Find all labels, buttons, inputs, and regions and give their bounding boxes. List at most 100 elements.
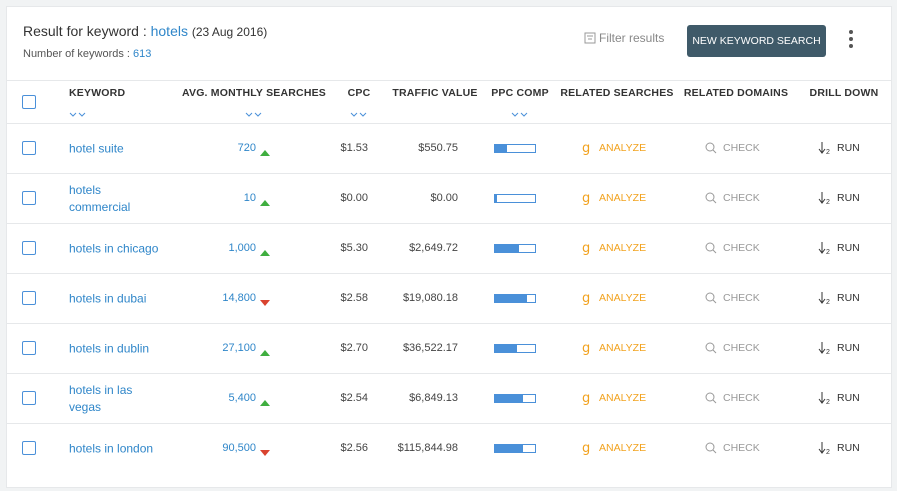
trend-icon-shape: [260, 250, 270, 256]
svg-text:2: 2: [826, 149, 830, 155]
analyze-icon: g: [581, 141, 591, 160]
column-header[interactable]: PPC COMP: [491, 87, 549, 99]
svg-text:g: g: [582, 191, 590, 205]
run-icon: 2: [818, 341, 832, 360]
run-link[interactable]: RUN: [837, 342, 860, 354]
ppc-comp-bar: [495, 295, 527, 302]
keyword-link[interactable]: hotels in chicago: [69, 241, 159, 256]
select-all[interactable]: [22, 95, 36, 109]
run-icon-shape: 2: [818, 342, 830, 356]
results-card: Result for keyword : hotels (23 Aug 2016…: [6, 6, 892, 488]
run-icon: 2: [818, 241, 832, 260]
analyze-icon-shape: g: [582, 241, 590, 256]
check-link[interactable]: CHECK: [723, 442, 760, 454]
run-link[interactable]: RUN: [837, 242, 860, 254]
check-link[interactable]: CHECK: [723, 292, 760, 304]
sort-arrows: [511, 105, 529, 123]
traffic-value: $0.00: [430, 192, 458, 204]
trend-icon: [260, 294, 270, 312]
keyword[interactable]: hotels: [150, 23, 188, 39]
check-icon-shape: [705, 342, 717, 354]
result-row: hotels in dubai 14,800 $2.58 $19,080.18 g ANA…: [7, 273, 891, 324]
run-link[interactable]: RUN: [837, 192, 860, 204]
svg-text:2: 2: [826, 199, 830, 205]
row-checkbox[interactable]: [22, 441, 36, 455]
trend-icon: [260, 194, 270, 212]
run-link[interactable]: RUN: [837, 142, 860, 154]
trend-icon-shape: [260, 400, 270, 406]
traffic-value: $550.75: [418, 142, 458, 154]
ppc-comp-track: [494, 444, 536, 453]
traffic-value: $19,080.18: [402, 292, 458, 304]
searches: 5,400: [228, 392, 256, 404]
check-icon-shape: [705, 242, 717, 254]
row-checkbox[interactable]: [22, 391, 36, 405]
check-link[interactable]: CHECK: [723, 242, 760, 254]
analyze-link[interactable]: ANALYZE: [599, 342, 647, 354]
keyword-link[interactable]: hotels in dubai: [69, 291, 147, 306]
run-link[interactable]: RUN: [837, 292, 860, 304]
analyze-link[interactable]: ANALYZE: [599, 292, 647, 304]
check-icon-shape: [705, 142, 717, 154]
row-checkbox[interactable]: [22, 241, 36, 255]
check-link[interactable]: CHECK: [723, 342, 760, 354]
run-icon-shape: 2: [818, 442, 830, 456]
keyword-link[interactable]: hotels commercial: [69, 183, 131, 214]
analyze-icon-shape: g: [582, 341, 590, 356]
svg-text:g: g: [582, 291, 590, 305]
run-icon-shape: 2: [818, 142, 830, 156]
run-link[interactable]: RUN: [837, 392, 860, 404]
analyze-link[interactable]: ANALYZE: [599, 442, 647, 454]
result-row: hotel suite 720 $1.53 $550.75 g ANALYZE CHECK 2…: [7, 123, 891, 174]
analyze-icon-shape: g: [582, 391, 590, 406]
analyze-link[interactable]: ANALYZE: [599, 392, 647, 404]
row-checkbox[interactable]: [22, 291, 36, 305]
row-checkbox[interactable]: [22, 141, 36, 155]
column-header[interactable]: CPC: [347, 87, 371, 99]
row-checkbox[interactable]: [22, 191, 36, 205]
keyword-link[interactable]: hotels in dublin: [69, 341, 150, 356]
analyze-icon: g: [581, 291, 591, 310]
analyze-link[interactable]: ANALYZE: [599, 142, 647, 154]
count: 613: [133, 48, 152, 60]
check-link[interactable]: CHECK: [723, 192, 760, 204]
traffic-value: $6,849.13: [409, 392, 458, 404]
check-icon-shape: [705, 192, 717, 204]
cpc: $5.30: [340, 242, 368, 254]
run-icon: 2: [818, 441, 832, 460]
column-header: DRILL DOWN: [809, 87, 879, 99]
check-icon: [705, 341, 717, 359]
filter-button[interactable]: Filter results: [584, 31, 664, 45]
count-line: Number of keywords : 613: [23, 48, 151, 60]
ppc-comp-bar: [495, 245, 519, 252]
cpc: $1.53: [340, 142, 368, 154]
analyze-link[interactable]: ANALYZE: [599, 242, 647, 254]
check-link[interactable]: CHECK: [723, 392, 760, 404]
cpc: $2.54: [340, 392, 368, 404]
run-icon: 2: [818, 291, 832, 310]
keyword-link[interactable]: hotels in las vegas: [69, 383, 133, 414]
header-row: KEYWORD AVG. MONTHLY SEARCHES CPC TRAFFIC V…: [7, 81, 891, 123]
trend-icon-shape: [260, 200, 270, 206]
run-link[interactable]: RUN: [837, 442, 860, 454]
keyword-link[interactable]: hotel suite: [69, 141, 124, 156]
menu-button[interactable]: [847, 29, 855, 51]
run-icon: 2: [818, 191, 832, 210]
ppc-comp-track: [494, 144, 536, 153]
cpc: $0.00: [340, 192, 368, 204]
row-checkbox[interactable]: [22, 341, 36, 355]
column-header[interactable]: AVG. MONTHLY SEARCHES: [181, 87, 327, 99]
cpc: $2.70: [340, 342, 368, 354]
check-link[interactable]: CHECK: [723, 142, 760, 154]
searches: 27,100: [222, 342, 256, 354]
ppc-comp-bar: [495, 195, 497, 202]
traffic-value: $36,522.17: [402, 342, 458, 354]
column-header[interactable]: KEYWORD: [69, 87, 126, 99]
svg-text:2: 2: [826, 249, 830, 255]
analyze-link[interactable]: ANALYZE: [599, 192, 647, 204]
analyze-icon-shape: g: [582, 141, 590, 156]
new-search-button[interactable]: NEW KEYWORD SEARCH: [687, 25, 826, 57]
keyword-link[interactable]: hotels in london: [69, 441, 154, 456]
svg-text:2: 2: [826, 399, 830, 405]
analyze-icon-shape: g: [582, 291, 590, 306]
